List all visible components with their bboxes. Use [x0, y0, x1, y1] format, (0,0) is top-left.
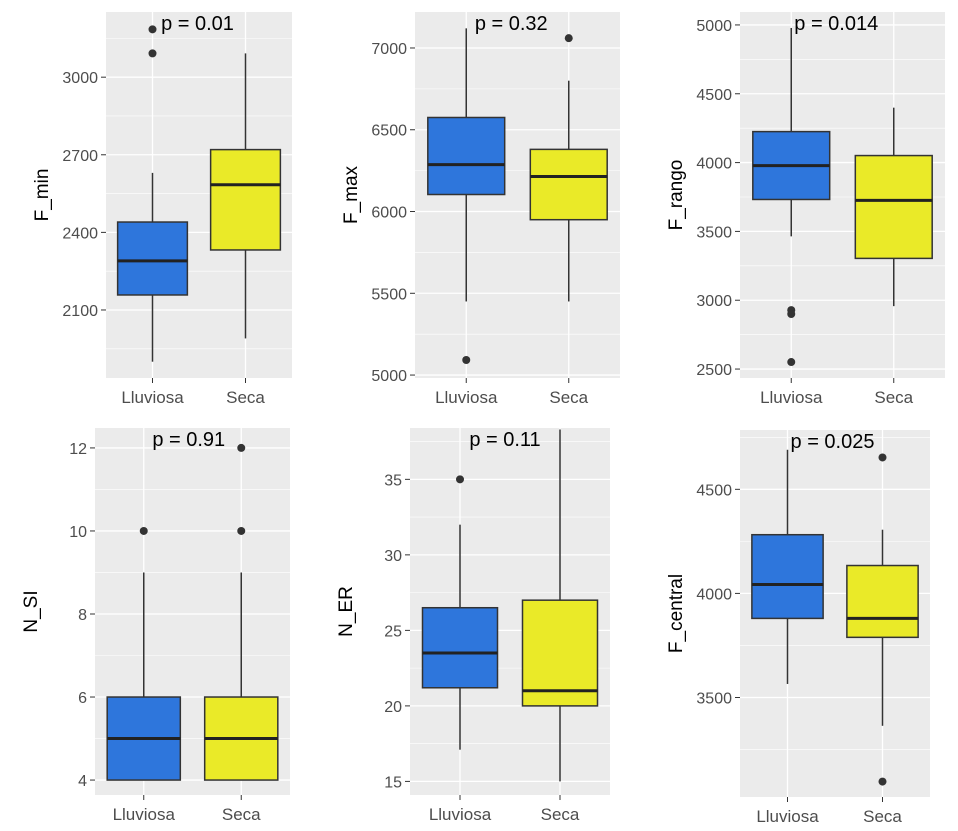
- outlier-point: [462, 356, 471, 365]
- p-value-annotation: p = 0.014: [794, 13, 878, 35]
- y-tick-label: 2700: [62, 148, 98, 165]
- x-tick-label: Lluviosa: [760, 388, 823, 407]
- y-tick-label: 5500: [371, 286, 407, 303]
- p-value-annotation: p = 0.91: [152, 429, 225, 451]
- y-tick-label: 25: [384, 623, 402, 640]
- y-tick-label: 2400: [62, 225, 98, 242]
- y-tick-label: 7000: [371, 41, 407, 58]
- x-tick-label: Seca: [222, 805, 261, 824]
- y-tick-label: 2100: [62, 303, 98, 320]
- outlier-point: [148, 49, 157, 58]
- y-axis-label: F_rango: [666, 160, 687, 231]
- box-Lluviosa: [116, 221, 189, 296]
- y-tick-label: 4000: [696, 156, 732, 173]
- outlier-point: [787, 358, 796, 367]
- y-tick-label: 3500: [696, 224, 732, 241]
- y-tick-label: 3000: [62, 70, 98, 87]
- y-axis-label: N_ER: [336, 586, 357, 637]
- x-tick-label: Lluviosa: [756, 807, 819, 826]
- y-tick-label: 3000: [696, 293, 732, 310]
- y-tick-label: 30: [384, 548, 402, 565]
- panel-F_max: Lluviosa Seca 5000 5500 6000 6500 7000 F_max p =…: [341, 12, 620, 407]
- outlier-point: [139, 526, 148, 535]
- box-Lluviosa: [751, 533, 824, 620]
- y-tick-label: 12: [69, 441, 87, 458]
- y-axis-label: F_min: [32, 169, 53, 222]
- p-value-annotation: p = 0.025: [791, 431, 875, 453]
- y-tick-label: 4000: [696, 586, 732, 603]
- panel-F_central: Lluviosa Seca 3500 4000 4500 F_central p = 0.0…: [666, 430, 930, 826]
- outlier-point: [878, 453, 887, 462]
- x-tick-label: Lluviosa: [121, 388, 184, 407]
- y-tick-label: 20: [384, 699, 402, 716]
- y-tick-label: 4500: [696, 482, 732, 499]
- panel-F_rango: Lluviosa Seca 2500 3000 3500 4000 4500 5000 F_ra…: [666, 12, 945, 407]
- y-tick-label: 2500: [696, 362, 732, 379]
- x-tick-label: Seca: [549, 388, 588, 407]
- p-value-annotation: p = 0.11: [469, 429, 540, 451]
- box-Lluviosa: [427, 116, 506, 196]
- y-axis-label: F_central: [666, 574, 687, 653]
- panel-N_SI: Lluviosa Seca 4 6 8 10 12 N_SI p = 0.91: [21, 428, 290, 824]
- y-tick-label: 6: [78, 690, 87, 707]
- y-tick-label: 4500: [696, 87, 732, 104]
- x-tick-label: Seca: [226, 388, 265, 407]
- y-tick-label: 6500: [371, 123, 407, 140]
- box-Seca: [521, 599, 599, 707]
- outlier-point: [237, 443, 246, 452]
- y-tick-label: 6000: [371, 205, 407, 222]
- outlier-point: [564, 34, 573, 43]
- x-tick-label: Seca: [874, 388, 913, 407]
- y-tick-label: 15: [384, 774, 402, 791]
- outlier-point: [456, 475, 464, 484]
- y-tick-label: 3500: [696, 690, 732, 707]
- box-Seca: [529, 148, 608, 221]
- y-tick-label: 4: [78, 773, 87, 790]
- y-tick-label: 5000: [696, 18, 732, 35]
- y-axis-label: N_SI: [21, 590, 42, 632]
- x-tick-label: Seca: [541, 805, 580, 824]
- y-axis-label: F_max: [341, 165, 362, 224]
- y-tick-label: 8: [78, 607, 87, 624]
- panel-N_ER: Lluviosa Seca 15 20 25 30 35 N_ER p = 0.11: [336, 428, 610, 824]
- p-value-annotation: p = 0.01: [161, 13, 234, 35]
- outlier-point: [787, 309, 796, 318]
- box-Seca: [209, 148, 282, 251]
- y-tick-label: 10: [69, 524, 87, 541]
- outlier-point: [148, 25, 157, 34]
- x-tick-label: Seca: [863, 807, 902, 826]
- x-tick-label: Lluviosa: [429, 805, 492, 824]
- panel-F_min: Lluviosa Seca 2100 2400 2700 3000 F_min p = 0.0…: [32, 12, 292, 407]
- box-Lluviosa: [421, 606, 499, 689]
- y-tick-label: 35: [384, 472, 402, 489]
- box-Seca: [846, 564, 919, 639]
- box-Seca: [854, 154, 933, 260]
- outlier-point: [878, 777, 887, 786]
- x-tick-label: Lluviosa: [435, 388, 498, 407]
- y-tick-label: 5000: [371, 368, 407, 385]
- x-tick-label: Lluviosa: [113, 805, 176, 824]
- p-value-annotation: p = 0.32: [475, 13, 548, 35]
- outlier-point: [237, 526, 246, 535]
